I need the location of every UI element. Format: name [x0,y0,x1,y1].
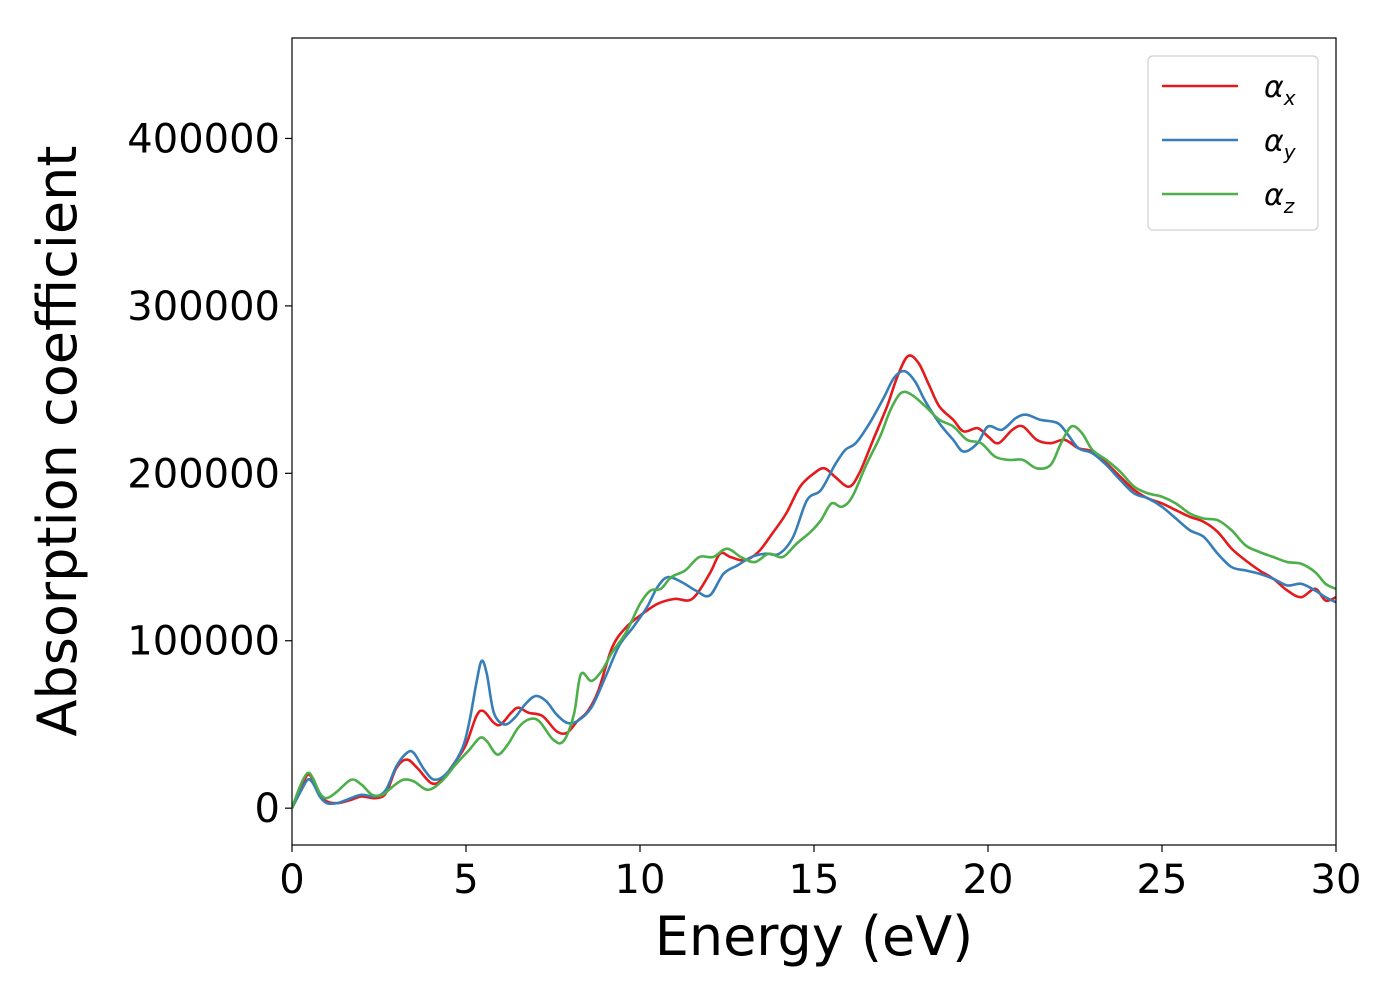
series-line-alpha-y [292,369,1336,809]
x-tick-label: 20 [963,857,1014,903]
y-tick-label: 100000 [127,619,280,665]
x-tick-label: 0 [279,857,304,903]
y-axis-ticks: 0 100000 200000 300000 400000 [127,116,292,832]
y-tick-label: 0 [255,786,280,832]
y-tick-label: 300000 [127,284,280,330]
legend-label-alpha-y: αy [1264,124,1297,164]
x-tick-label: 15 [789,857,840,903]
x-tick-label: 10 [615,857,666,903]
y-tick-label: 200000 [127,451,280,497]
legend: αx αy αz [1147,55,1319,231]
series-line-alpha-z [292,390,1336,809]
y-axis-label: Absorption coefficient [26,146,89,737]
y-tick-label: 400000 [127,116,280,162]
legend-label-alpha-x: αx [1264,70,1296,110]
x-axis-label: Energy (eV) [655,905,974,968]
x-tick-label: 30 [1311,857,1362,903]
series-lines [292,354,1336,809]
legend-box [1147,55,1319,231]
x-tick-label: 5 [453,857,478,903]
legend-label-alpha-z: αz [1264,178,1295,218]
x-tick-label: 25 [1137,857,1188,903]
x-axis-ticks: 0 5 10 15 20 25 30 [279,845,1361,903]
